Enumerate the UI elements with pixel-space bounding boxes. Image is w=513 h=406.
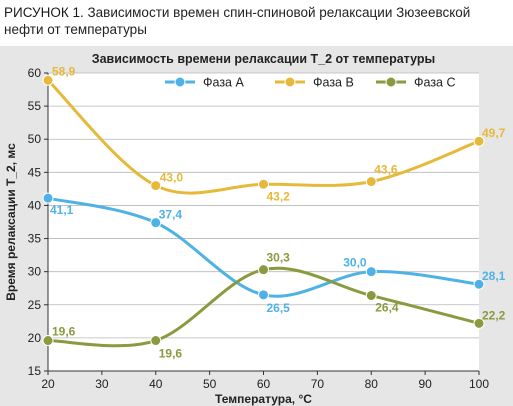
data-point <box>473 135 485 147</box>
legend-swatch-marker <box>174 76 186 88</box>
x-tick-label: 100 <box>469 377 489 391</box>
y-tick-label: 45 <box>28 165 42 179</box>
data-label: 19,6 <box>159 347 183 361</box>
data-point <box>42 74 54 86</box>
x-tick-label: 70 <box>311 377 325 391</box>
data-label: 19,6 <box>52 325 76 339</box>
chart-panel: 15 20 25 30 35 40 45 50 55 60 20 30 40 50 60 70 80 90 100 З… <box>0 46 513 406</box>
data-point <box>365 266 377 278</box>
plot-area <box>48 73 479 371</box>
x-tick-label: 90 <box>418 377 432 391</box>
data-label: 41,1 <box>50 203 74 217</box>
data-point <box>365 290 377 302</box>
data-point <box>150 180 162 192</box>
x-tick-label: 50 <box>203 377 217 391</box>
y-tick-label: 35 <box>28 232 42 246</box>
y-axis-title: Время релаксации Т_2, мс <box>4 143 18 301</box>
legend-entry: Фаза C <box>414 76 456 90</box>
data-label: 37,4 <box>159 208 183 222</box>
legend-swatch-marker <box>284 76 296 88</box>
data-label: 49,7 <box>482 126 506 140</box>
x-tick-label: 30 <box>95 377 109 391</box>
data-label: 43,6 <box>374 163 398 177</box>
figure-caption: РИСУНОК 1. Зависимости времен спин-спино… <box>4 4 509 38</box>
y-tick-label: 50 <box>28 132 42 146</box>
data-point <box>42 192 54 204</box>
figure-label: РИСУНОК 1. <box>4 5 84 20</box>
data-label: 43,2 <box>267 189 291 203</box>
data-point <box>473 317 485 329</box>
data-label: 26,5 <box>267 301 291 315</box>
data-label: 43,0 <box>160 171 184 185</box>
x-axis-title: Температура, °C <box>215 392 312 406</box>
data-label: 30,3 <box>267 251 291 265</box>
data-label: 58,9 <box>52 64 76 78</box>
data-label: 30,0 <box>343 256 367 270</box>
data-point <box>258 289 269 301</box>
x-tick-label: 80 <box>365 377 379 391</box>
y-tick-label: 25 <box>28 298 42 312</box>
y-tick-label: 55 <box>28 99 42 113</box>
data-point <box>258 178 269 190</box>
figure-caption-text: Зависимости времен спин-спиновой релакса… <box>4 5 471 37</box>
data-point <box>150 217 162 229</box>
legend-entry: Фаза A <box>203 76 244 90</box>
data-label: 28,1 <box>482 269 506 283</box>
data-point <box>42 335 54 347</box>
x-tick-label: 60 <box>257 377 271 391</box>
legend-swatch-marker <box>385 76 397 88</box>
data-point <box>258 264 269 276</box>
data-point <box>365 176 377 188</box>
y-tick-label: 40 <box>28 198 42 212</box>
x-tick-label: 40 <box>149 377 163 391</box>
y-tick-label: 15 <box>28 364 42 378</box>
y-tick-label: 20 <box>28 331 42 345</box>
legend-entry: Фаза B <box>313 76 354 90</box>
y-tick-label: 30 <box>28 265 42 279</box>
data-point <box>150 335 162 347</box>
data-label: 26,4 <box>375 301 399 315</box>
y-tick-label: 60 <box>28 66 42 80</box>
data-point <box>473 278 485 290</box>
x-tick-label: 20 <box>41 377 55 391</box>
chart-title: Зависимость времени релаксации Т_2 от те… <box>92 52 435 66</box>
data-label: 22,2 <box>482 308 506 322</box>
